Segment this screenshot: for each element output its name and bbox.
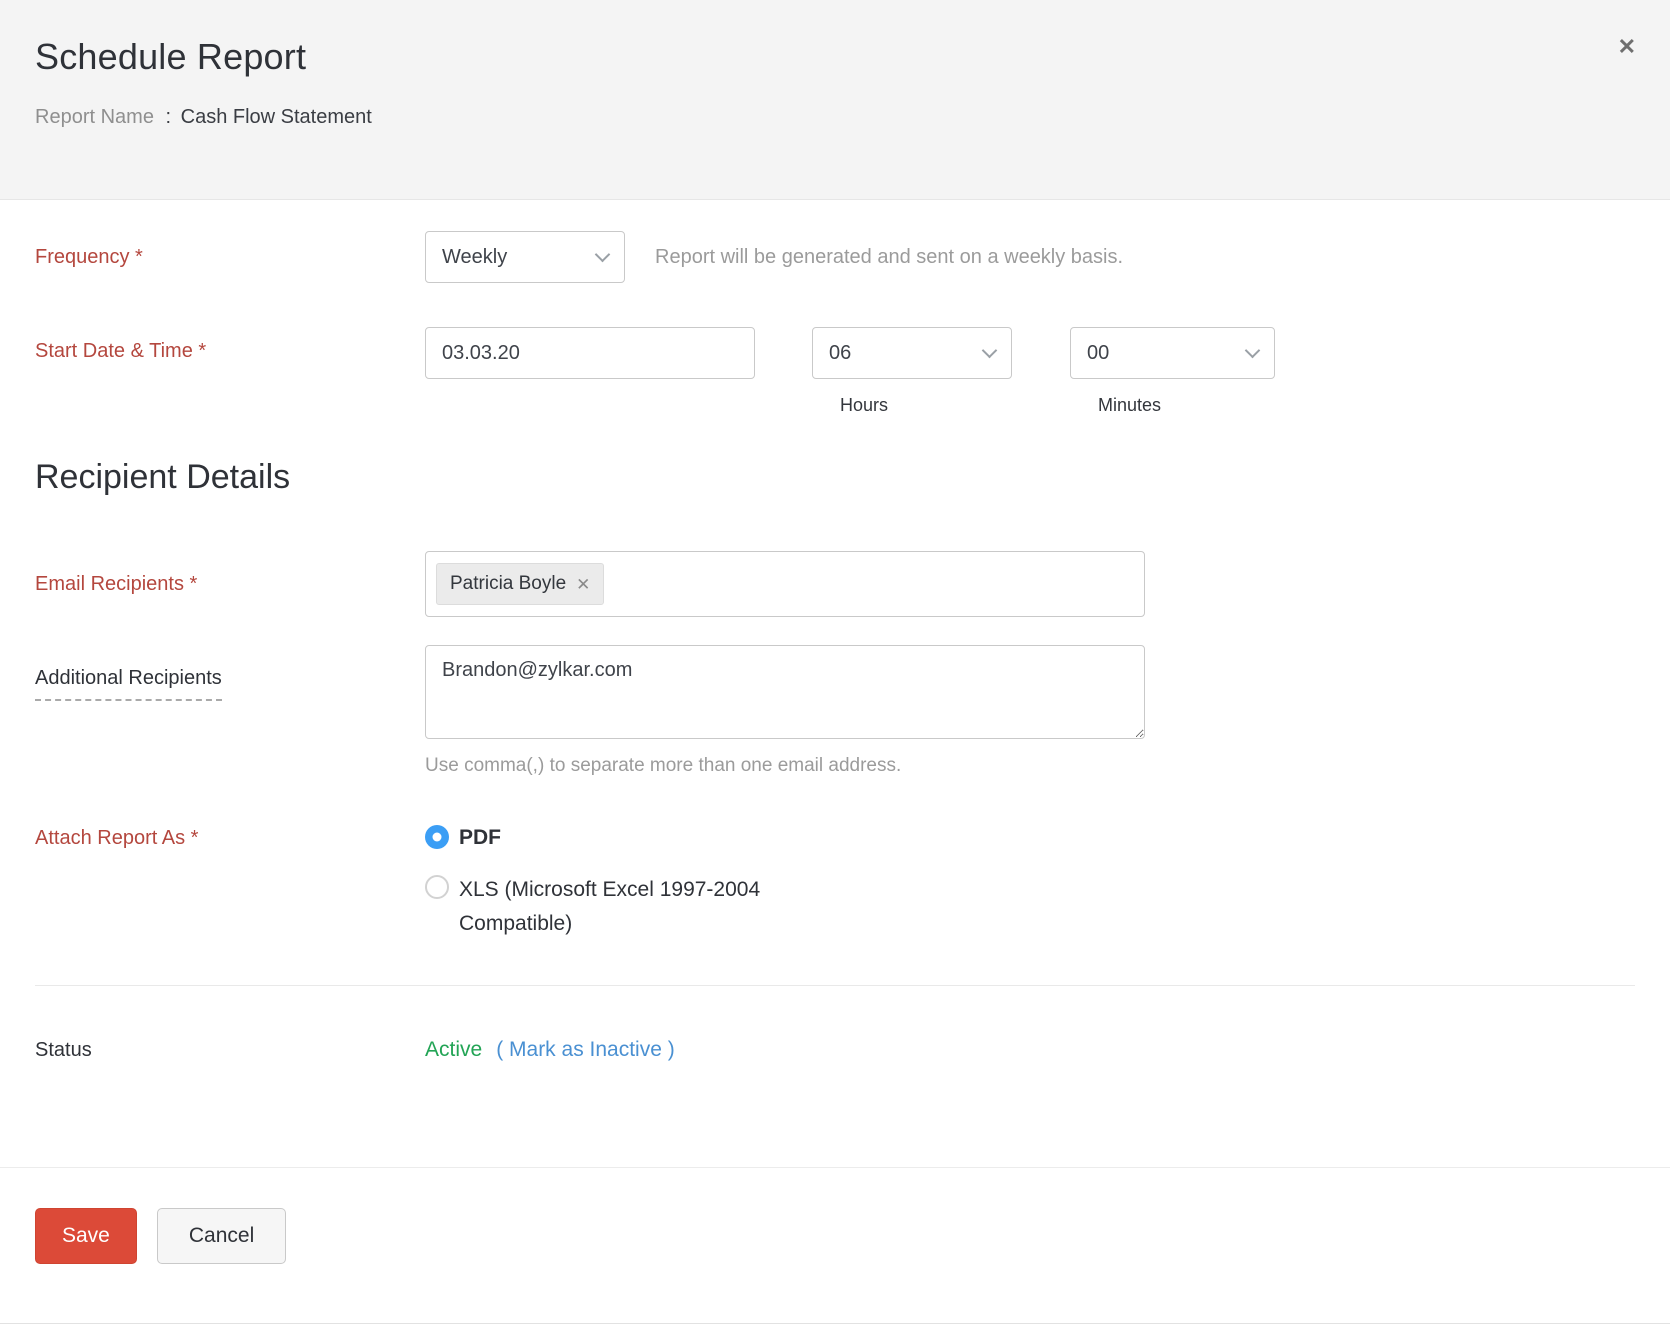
report-name-separator: : <box>165 106 172 128</box>
frequency-row: Frequency * Weekly Report will be genera… <box>35 231 1635 283</box>
additional-recipients-label-wrap: Additional Recipients <box>35 645 425 701</box>
radio-selected-icon[interactable] <box>425 825 449 849</box>
hours-select[interactable]: 06 <box>812 327 1012 379</box>
additional-recipients-textarea[interactable]: Brandon@zylkar.com <box>425 645 1145 739</box>
minutes-select[interactable]: 00 <box>1070 327 1275 379</box>
recipient-chip-label: Patricia Boyle <box>450 573 567 594</box>
additional-recipients-row: Additional Recipients Brandon@zylkar.com… <box>35 645 1635 777</box>
footer-divider <box>0 1167 1670 1168</box>
report-name-line: Report Name : Cash Flow Statement <box>35 106 1634 129</box>
frequency-select[interactable]: Weekly <box>425 231 625 283</box>
chip-remove-icon[interactable]: ✕ <box>576 574 591 594</box>
section-divider <box>35 985 1635 986</box>
attach-report-label: Attach Report As * <box>35 827 199 849</box>
recipient-details-heading: Recipient Details <box>35 458 291 496</box>
report-name-value: Cash Flow Statement <box>180 106 372 128</box>
frequency-helper-text: Report will be generated and sent on a w… <box>655 245 1124 268</box>
radio-unselected-icon[interactable] <box>425 875 449 899</box>
start-datetime-label: Start Date & Time * <box>35 340 207 362</box>
hours-caption: Hours <box>840 395 889 415</box>
additional-recipients-label: Additional Recipients <box>35 667 222 701</box>
chevron-down-icon <box>981 342 998 358</box>
save-button[interactable]: Save <box>35 1208 137 1264</box>
start-datetime-row: Start Date & Time * 06 Hours 00 Minutes <box>35 327 1635 416</box>
radio-option-pdf[interactable]: PDF <box>425 823 831 855</box>
dialog-footer: Save Cancel <box>0 1168 1670 1264</box>
report-name-label: Report Name <box>35 106 154 128</box>
email-recipients-input[interactable]: Patricia Boyle ✕ <box>425 551 1145 617</box>
attach-format-radio-group: PDF XLS (Microsoft Excel 1997-2004 Compa… <box>425 823 831 941</box>
email-recipients-row: Email Recipients * Patricia Boyle ✕ <box>35 551 1635 617</box>
chevron-down-icon <box>1244 342 1261 358</box>
additional-recipients-helper: Use comma(,) to separate more than one e… <box>425 755 902 776</box>
radio-option-xls[interactable]: XLS (Microsoft Excel 1997-2004 Compatibl… <box>425 873 831 941</box>
status-badge: Active <box>425 1038 483 1061</box>
start-date-input[interactable] <box>442 341 738 365</box>
recipient-chip: Patricia Boyle ✕ <box>436 563 605 605</box>
minutes-block: 00 Minutes <box>1070 327 1275 416</box>
status-label: Status <box>35 1038 92 1061</box>
status-value-wrap: Active ( Mark as Inactive ) <box>425 1038 675 1062</box>
start-date-field[interactable] <box>425 327 755 379</box>
additional-recipients-field-wrap: Brandon@zylkar.com Use comma(,) to separ… <box>425 645 1145 777</box>
hours-block: 06 Hours <box>812 327 1012 416</box>
minutes-selected-value: 00 <box>1087 341 1110 364</box>
frequency-label: Frequency * <box>35 245 143 268</box>
radio-pdf-label: PDF <box>459 826 501 849</box>
close-icon[interactable]: ✕ <box>1617 34 1636 59</box>
mark-inactive-link[interactable]: ( Mark as Inactive ) <box>496 1038 675 1061</box>
dialog-body: Frequency * Weekly Report will be genera… <box>0 231 1670 1062</box>
email-recipients-label: Email Recipients * <box>35 572 198 595</box>
hours-selected-value: 06 <box>829 341 852 364</box>
attach-report-row: Attach Report As * PDF XLS (Microsoft Ex… <box>35 823 1635 941</box>
chevron-down-icon <box>594 246 611 262</box>
dialog-title: Schedule Report <box>35 36 307 77</box>
cancel-button[interactable]: Cancel <box>156 1208 287 1264</box>
status-row: Status Active ( Mark as Inactive ) <box>35 1038 1635 1062</box>
start-datetime-controls: 06 Hours 00 Minutes <box>425 327 1275 416</box>
frequency-selected-value: Weekly <box>442 245 508 268</box>
minutes-caption: Minutes <box>1098 395 1162 415</box>
dialog-header: Schedule Report Report Name : Cash Flow … <box>0 0 1670 200</box>
radio-xls-label: XLS (Microsoft Excel 1997-2004 Compatibl… <box>459 878 761 935</box>
